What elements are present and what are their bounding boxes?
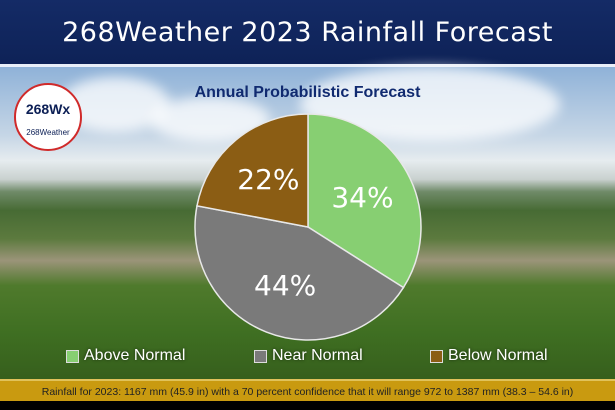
forecast-summary-bar: Rainfall for 2023: 1167 mm (45.9 in) wit… — [0, 379, 615, 402]
legend-item-below-normal: Below Normal — [430, 347, 548, 365]
legend-label: Below Normal — [448, 347, 548, 364]
pie-slice-near-normal — [194, 204, 405, 341]
pie-slice-below-normal — [196, 113, 309, 228]
data-label-above-normal: 34% — [331, 181, 393, 214]
legend-item-near-normal: Near Normal — [254, 347, 363, 365]
forecast-summary-text: Rainfall for 2023: 1167 mm (45.9 in) wit… — [41, 385, 574, 398]
legend: Above Normal Near Normal Below Normal — [0, 347, 615, 367]
logo-subtext: 268Weather — [26, 128, 70, 137]
legend-swatch — [430, 349, 443, 363]
bottom-border — [0, 401, 615, 410]
legend-swatch — [66, 349, 79, 363]
page-title: 268Weather 2023 Rainfall Forecast — [62, 16, 553, 48]
legend-label: Above Normal — [84, 347, 186, 364]
data-label-below-normal: 22% — [237, 163, 299, 196]
data-label-near-normal: 44% — [254, 269, 316, 302]
legend-item-above-normal: Above Normal — [66, 347, 185, 365]
brand-logo: 268Wx 268Weather — [14, 83, 82, 151]
legend-label: Near Normal — [272, 347, 363, 364]
logo-text: 268Wx — [25, 101, 71, 117]
legend-swatch — [254, 349, 267, 363]
title-bar: 268Weather 2023 Rainfall Forecast — [0, 0, 615, 67]
chart-title: Annual Probabilistic Forecast — [194, 84, 421, 101]
